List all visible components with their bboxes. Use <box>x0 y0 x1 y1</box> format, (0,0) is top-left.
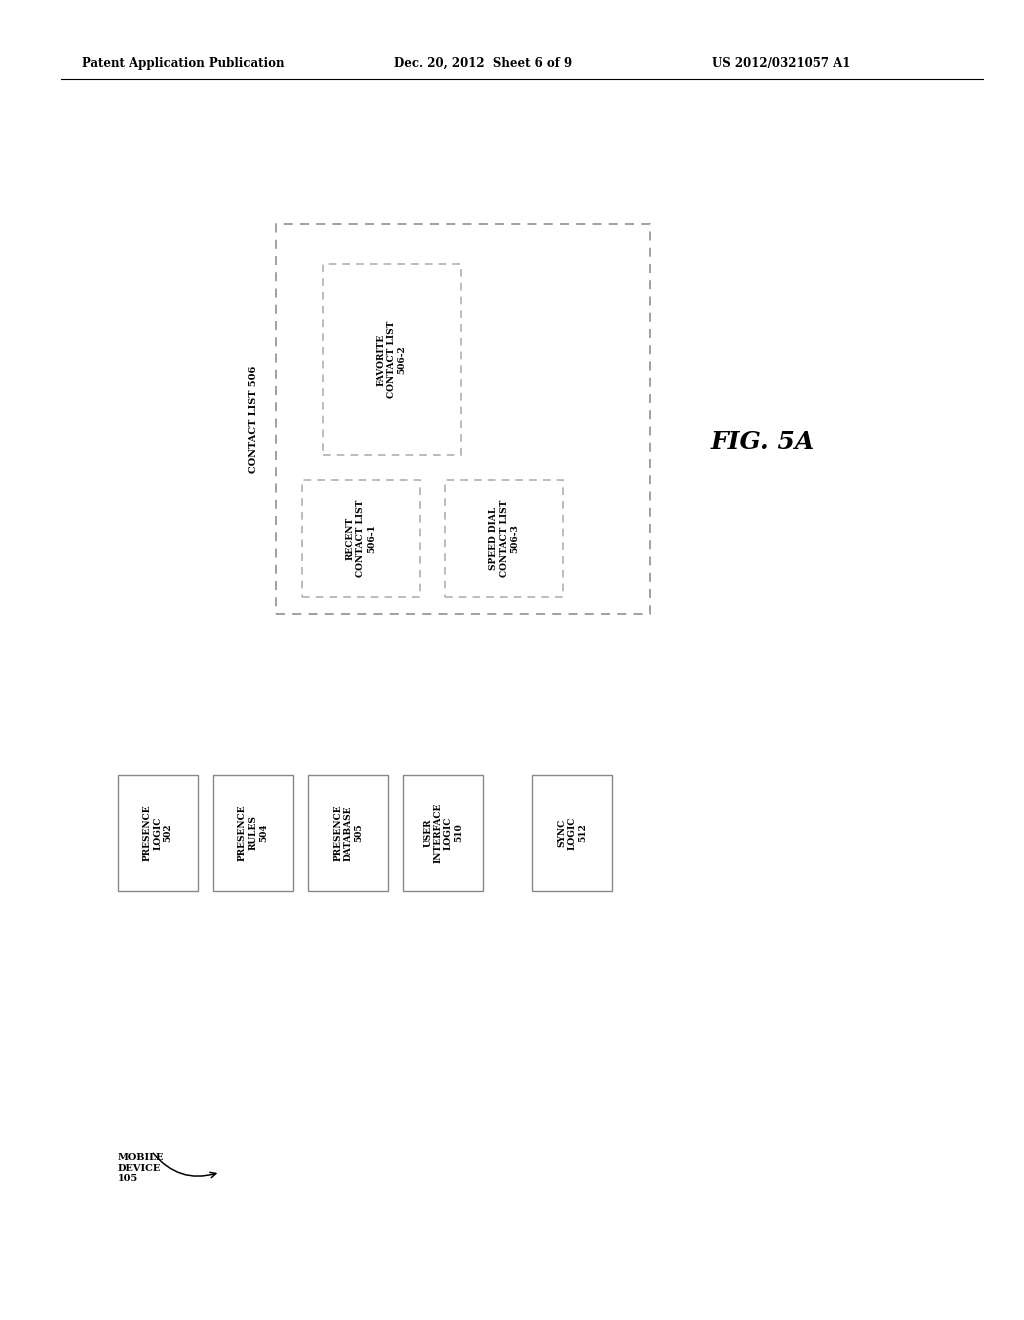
Text: CONTACT LIST 506: CONTACT LIST 506 <box>250 366 258 473</box>
Text: RECENT
CONTACT LIST
506-1: RECENT CONTACT LIST 506-1 <box>346 500 376 577</box>
Text: SYNC
LOGIC
512: SYNC LOGIC 512 <box>557 816 588 850</box>
Text: PRESENCE
RULES
504: PRESENCE RULES 504 <box>238 805 268 861</box>
Bar <box>118 775 198 891</box>
Text: FAVORITE
CONTACT LIST
506-2: FAVORITE CONTACT LIST 506-2 <box>377 321 407 399</box>
Text: USER
INTERFACE
LOGIC
510: USER INTERFACE LOGIC 510 <box>423 803 464 863</box>
Bar <box>403 775 483 891</box>
Bar <box>532 775 612 891</box>
Bar <box>323 264 461 455</box>
Bar <box>302 480 420 597</box>
Bar <box>445 480 563 597</box>
Text: PRESENCE
LOGIC
502: PRESENCE LOGIC 502 <box>142 805 173 861</box>
Bar <box>213 775 293 891</box>
Bar <box>276 224 650 614</box>
Text: FIG. 5A: FIG. 5A <box>711 430 815 454</box>
Text: PRESENCE
DATABASE
505: PRESENCE DATABASE 505 <box>333 805 364 861</box>
Text: Dec. 20, 2012  Sheet 6 of 9: Dec. 20, 2012 Sheet 6 of 9 <box>394 57 572 70</box>
Bar <box>308 775 388 891</box>
Text: MOBILE
DEVICE
105: MOBILE DEVICE 105 <box>118 1154 164 1183</box>
Text: US 2012/0321057 A1: US 2012/0321057 A1 <box>712 57 850 70</box>
Text: Patent Application Publication: Patent Application Publication <box>82 57 285 70</box>
Text: SPEED DIAL
CONTACT LIST
506-3: SPEED DIAL CONTACT LIST 506-3 <box>489 500 519 577</box>
